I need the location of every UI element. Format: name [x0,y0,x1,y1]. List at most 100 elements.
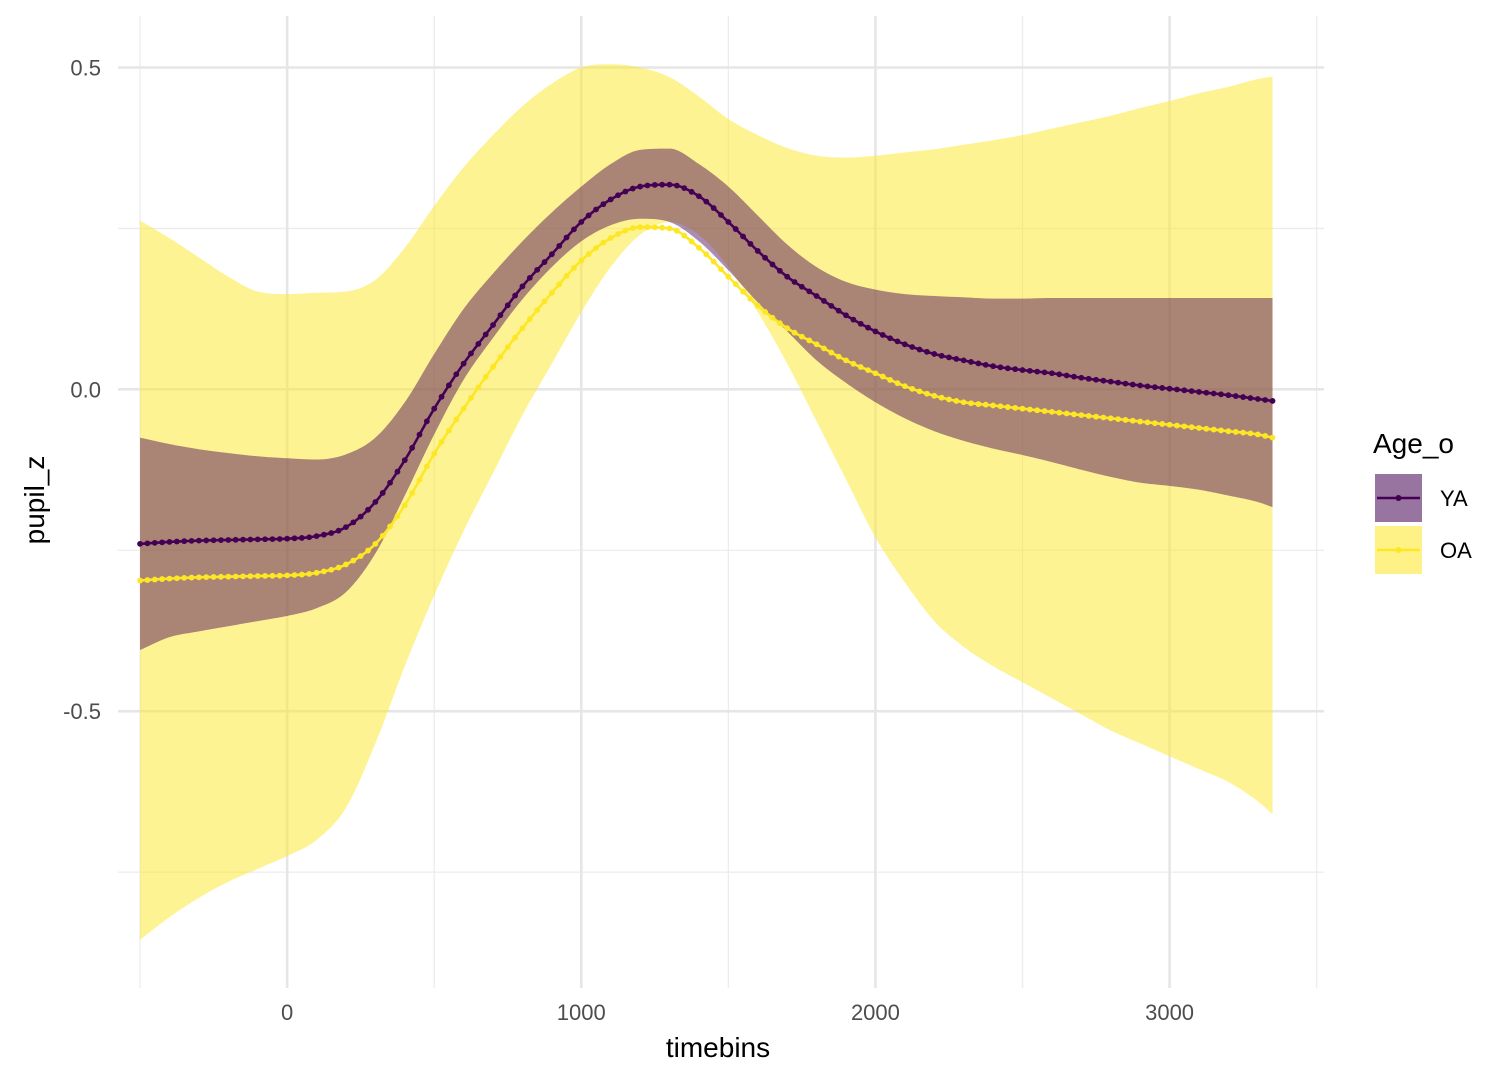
point-ya [1269,398,1276,404]
point-ya [387,479,393,486]
point-ya [159,539,166,546]
point-oa [321,568,327,575]
point-ya [218,537,224,544]
point-oa [879,373,886,380]
point-oa [872,370,879,377]
y-tick-label: 0.0 [70,377,101,402]
point-oa [1225,428,1232,435]
point-ya [997,364,1004,371]
point-ya [240,536,246,543]
point-oa [821,345,827,352]
point-oa [1269,434,1276,441]
point-ya [1034,368,1041,375]
point-ya [144,540,151,547]
point-ya [1232,393,1239,399]
point-oa [1137,418,1144,425]
point-oa [651,224,658,231]
point-oa [468,395,474,401]
point-ya [321,531,327,538]
point-oa [968,400,974,407]
point-ya [629,185,636,192]
point-oa [276,572,283,579]
point-ya [1166,385,1173,392]
point-oa [791,329,798,336]
point-oa [843,357,849,364]
point-ya [982,361,989,368]
point-ya [960,357,967,364]
point-oa [718,266,724,273]
point-oa [137,577,143,584]
point-ya [659,181,666,188]
point-ya [968,359,974,365]
point-ya [394,468,401,475]
point-oa [622,227,629,234]
point-oa [1203,425,1210,432]
point-oa [409,490,416,496]
point-ya [924,348,930,355]
point-ya [718,212,724,218]
point-oa [578,257,585,264]
point-oa [688,238,695,245]
point-ya [195,537,202,544]
point-oa [769,314,776,321]
point-oa [1254,431,1261,438]
point-oa [1174,422,1180,429]
point-oa [1232,429,1239,435]
point-oa [1159,421,1166,427]
point-ya [1144,383,1151,390]
point-oa [754,302,761,309]
point-oa [173,575,180,582]
point-ya [306,534,313,541]
point-oa [394,513,401,520]
point-ya [151,539,158,546]
point-ya [490,322,496,328]
point-ya [1240,394,1247,400]
y-tick-label: -0.5 [63,699,101,724]
point-ya [343,524,349,530]
point-oa [490,363,496,370]
point-ya [821,298,827,304]
point-ya [828,302,835,309]
point-oa [916,388,923,395]
x-tick-label: 3000 [1145,1000,1194,1025]
point-ya [482,331,489,338]
point-oa [298,571,305,578]
point-oa [740,288,746,295]
point-ya [534,266,541,273]
point-ya [519,283,526,290]
point-oa [990,402,996,409]
point-oa [931,392,938,399]
point-ya [637,183,644,190]
tick-labels: 0 1000 2000 3000 -0.5 0.0 0.5 [63,55,1194,1025]
x-tick-label: 2000 [851,1000,900,1025]
point-ya [953,356,960,362]
point-ya [276,536,283,542]
point-ya [1071,373,1077,380]
point-ya [247,536,254,543]
point-ya [210,537,217,544]
point-ya [909,344,916,350]
point-ya [894,338,901,345]
ribbon-oa [140,64,1273,940]
point-ya [938,352,945,359]
point-ya [365,506,371,513]
point-oa [1019,405,1026,412]
point-oa [1026,406,1033,413]
point-ya [460,360,467,367]
point-ya [350,519,357,526]
point-oa [512,334,518,341]
point-oa [615,231,621,237]
point-oa [585,251,592,257]
x-tick-label: 0 [281,1000,293,1025]
point-oa [600,239,607,246]
point-oa [343,561,349,568]
point-ya [1210,390,1217,397]
point-ya [446,382,452,389]
point-oa [262,573,268,579]
x-tick-label: 1000 [557,1000,606,1025]
point-ya [725,219,732,225]
point-oa [254,573,261,579]
point-oa [637,224,644,231]
point-ya [548,251,555,258]
point-ya [423,418,430,425]
